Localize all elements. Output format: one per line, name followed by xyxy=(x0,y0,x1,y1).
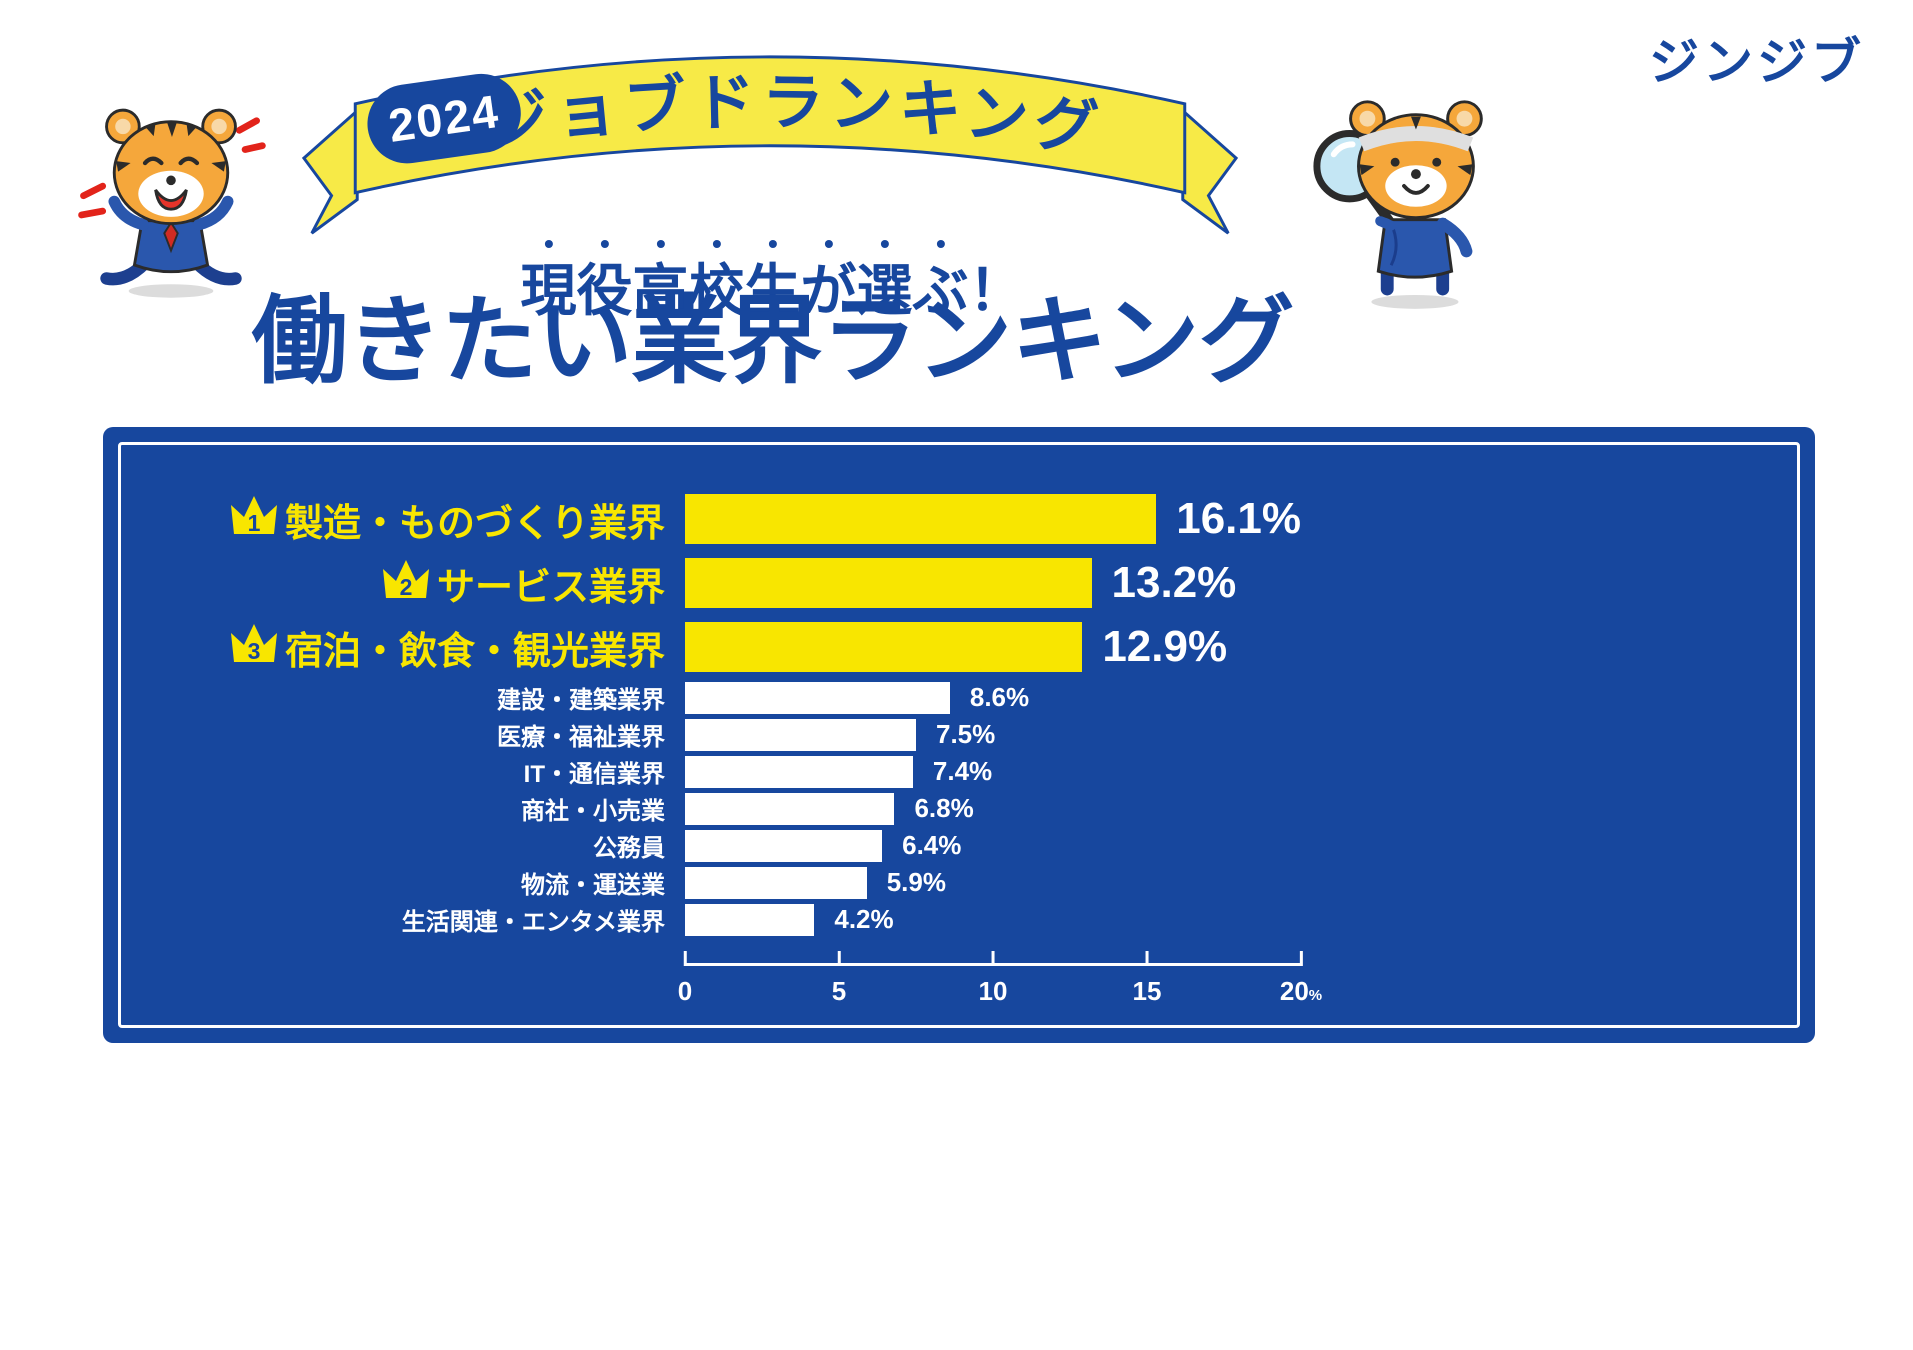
chart-row: IT・通信業界 7.4% xyxy=(103,753,1815,790)
bar-track: 8.6% xyxy=(685,681,1301,714)
bar-track: 12.9% xyxy=(685,622,1301,672)
bar xyxy=(685,755,913,788)
bar-label-cell: 公務員 xyxy=(103,828,685,863)
tiger-mascot-jumping-icon xyxy=(78,108,266,298)
bar-value: 5.9% xyxy=(886,867,946,897)
page-title: 働きたい業界ランキング xyxy=(251,288,1294,395)
chart-row: 3 宿泊・飲食・観光業界 12.9% xyxy=(103,615,1815,679)
bar-value: 8.6% xyxy=(969,682,1030,712)
axis-tick: 20% xyxy=(1280,951,1322,1007)
ribbon-banner: ジョブドランキング 2024 xyxy=(301,55,1239,235)
bar xyxy=(685,866,867,899)
bar-label: 建設・建築業界 xyxy=(497,687,665,714)
chart-row: 生活関連・エンタメ業界 4.2% xyxy=(103,901,1815,938)
chart-row: 商社・小売業 6.8% xyxy=(103,790,1815,827)
bar-value: 13.2% xyxy=(1111,558,1237,607)
axis-tick: 15 xyxy=(1133,951,1161,1007)
bar-label-cell: IT・通信業界 xyxy=(103,754,685,789)
bar-track: 16.1% xyxy=(685,494,1301,544)
chart-panel: 1 製造・ものづくり業界 16.1% 2 サービス業界 13.2% 3 宿泊・飲… xyxy=(103,427,1815,1043)
bar-label: 宿泊・飲食・観光業界 xyxy=(284,630,665,673)
bar-track: 7.5% xyxy=(685,718,1301,751)
bar-value: 16.1% xyxy=(1176,494,1301,543)
year-badge: 2024 xyxy=(367,73,521,164)
chart-row: 物流・運送業 5.9% xyxy=(103,864,1815,901)
bar-label-cell: 商社・小売業 xyxy=(103,791,685,826)
bar-track: 6.4% xyxy=(685,829,1301,862)
bar-label-cell: 物流・運送業 xyxy=(103,865,685,900)
bar-track: 6.8% xyxy=(685,792,1301,825)
bar-value: 7.4% xyxy=(932,756,993,786)
chart-row: 2 サービス業界 13.2% xyxy=(103,551,1815,615)
subtitle: 現役高校生が選ぶ！ xyxy=(0,228,1545,322)
bar xyxy=(685,829,883,862)
axis-tick: 10 xyxy=(979,951,1007,1007)
rank-crown-icon: 1 xyxy=(230,496,277,536)
subtitle-tail: ！ xyxy=(968,259,1025,322)
header: ジョブドランキング 2024 現役高校生が選ぶ！ 働きたい業界ランキング xyxy=(0,0,1545,420)
axis-tick: 5 xyxy=(832,951,846,1007)
svg-text:3: 3 xyxy=(248,638,261,664)
chart-row: 建設・建築業界 8.6% xyxy=(103,679,1815,716)
axis-tick: 0 xyxy=(678,951,692,1007)
bar-label-cell: 2 サービス業界 xyxy=(103,556,685,611)
bar-label: IT・通信業界 xyxy=(523,761,665,788)
bar-label: 製造・ものづくり業界 xyxy=(284,502,665,545)
bar-label-cell: 1 製造・ものづくり業界 xyxy=(103,492,685,547)
bar-label: 医療・福祉業界 xyxy=(497,724,665,751)
bar-label: 公務員 xyxy=(593,835,665,862)
bar-track: 13.2% xyxy=(685,558,1301,608)
subtitle-emphasized: 現役高校生が選ぶ xyxy=(520,259,969,322)
bar xyxy=(685,494,1157,544)
bar-label: サービス業界 xyxy=(436,566,665,609)
bar-label-cell: 生活関連・エンタメ業界 xyxy=(103,902,685,937)
bar xyxy=(685,718,916,751)
bar xyxy=(685,558,1092,608)
bar-label-cell: 建設・建築業界 xyxy=(103,680,685,715)
svg-text:2: 2 xyxy=(400,574,413,600)
bar-label-cell: 医療・福祉業界 xyxy=(103,717,685,752)
bar-label: 物流・運送業 xyxy=(521,872,665,899)
ribbon-tail-right xyxy=(1181,107,1239,235)
brand-logo: ジンジブ xyxy=(1649,34,1865,90)
bar-value: 12.9% xyxy=(1102,622,1228,671)
svg-text:1: 1 xyxy=(248,510,261,536)
bar-value: 4.2% xyxy=(834,904,894,934)
bar-label: 生活関連・エンタメ業界 xyxy=(401,909,665,936)
bar-track: 4.2% xyxy=(685,903,1301,936)
bar-value: 6.4% xyxy=(902,830,962,860)
x-axis: 0 5 10 15 20% xyxy=(678,951,1322,1021)
bar-value: 6.8% xyxy=(914,793,974,823)
bar xyxy=(685,622,1083,672)
chart-row: 医療・福祉業界 7.5% xyxy=(103,716,1815,753)
chart-row: 1 製造・ものづくり業界 16.1% xyxy=(103,487,1815,551)
bar-track: 7.4% xyxy=(685,755,1301,788)
bar-value: 7.5% xyxy=(936,719,996,749)
bar xyxy=(685,792,895,825)
ribbon-tail-left xyxy=(301,107,359,235)
bar-label: 商社・小売業 xyxy=(521,798,665,825)
rank-crown-icon: 2 xyxy=(382,560,429,600)
bar-label-cell: 3 宿泊・飲食・観光業界 xyxy=(103,620,685,675)
bar-track: 5.9% xyxy=(685,866,1301,899)
chart-row: 公務員 6.4% xyxy=(103,827,1815,864)
rank-crown-icon: 3 xyxy=(230,624,277,664)
tiger-mascot-magnifier-icon xyxy=(1313,100,1483,309)
chart-rows: 1 製造・ものづくり業界 16.1% 2 サービス業界 13.2% 3 宿泊・飲… xyxy=(103,487,1815,938)
bar xyxy=(685,903,815,936)
bar xyxy=(685,681,950,714)
ribbon-band xyxy=(353,55,1187,195)
